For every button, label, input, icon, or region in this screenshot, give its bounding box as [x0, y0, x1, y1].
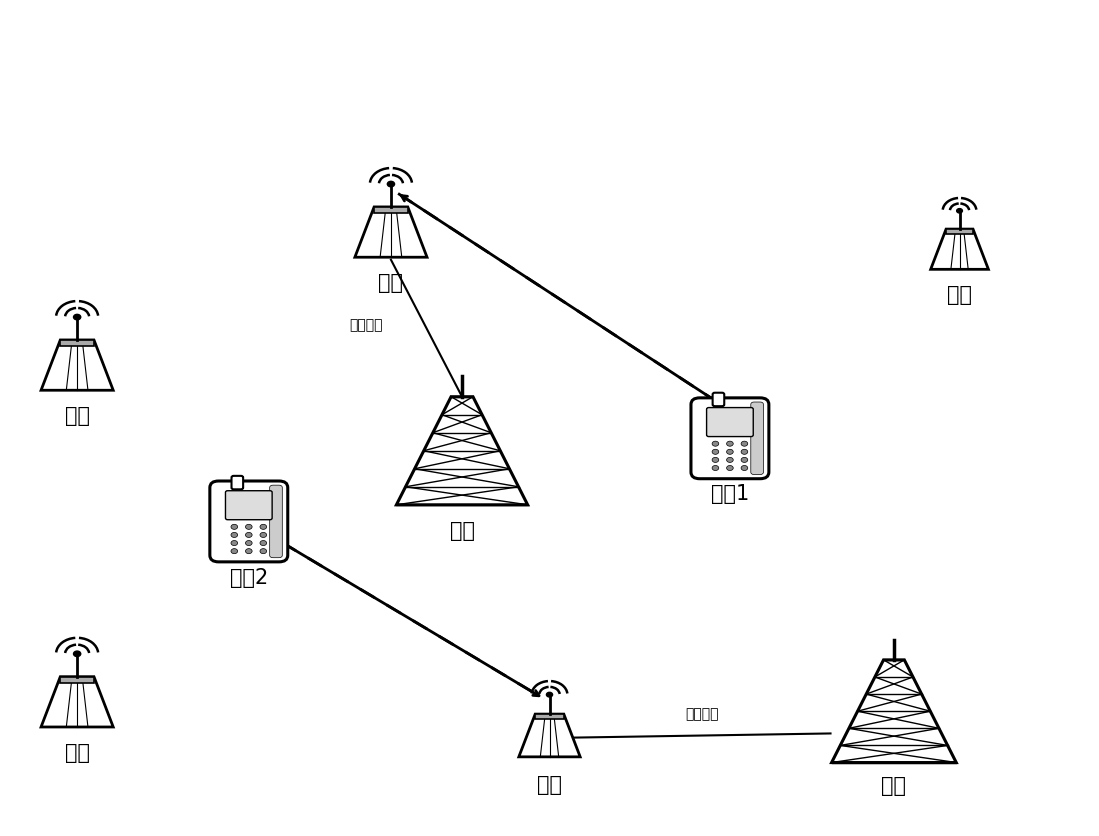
Circle shape	[260, 549, 267, 554]
Circle shape	[956, 209, 963, 214]
Circle shape	[260, 533, 267, 538]
Circle shape	[387, 182, 395, 187]
Circle shape	[741, 466, 747, 471]
Text: 中继: 中继	[65, 742, 90, 762]
Circle shape	[712, 466, 719, 471]
FancyBboxPatch shape	[691, 399, 769, 479]
Text: 可靠连接: 可靠连接	[686, 706, 719, 721]
Circle shape	[74, 315, 80, 320]
Text: 用户1: 用户1	[711, 484, 750, 504]
Polygon shape	[374, 207, 408, 214]
FancyBboxPatch shape	[210, 482, 288, 562]
Circle shape	[726, 450, 733, 455]
Circle shape	[712, 450, 719, 455]
Circle shape	[741, 441, 747, 446]
Circle shape	[231, 525, 237, 530]
Circle shape	[245, 549, 252, 554]
FancyBboxPatch shape	[751, 402, 764, 475]
Polygon shape	[41, 677, 113, 727]
Circle shape	[260, 525, 267, 530]
Circle shape	[741, 458, 747, 463]
Circle shape	[726, 441, 733, 446]
Circle shape	[712, 458, 719, 463]
Circle shape	[245, 533, 252, 538]
Text: 中继: 中继	[65, 405, 90, 426]
Polygon shape	[931, 230, 988, 270]
Polygon shape	[535, 714, 564, 719]
Circle shape	[231, 533, 237, 538]
Text: 中继: 中继	[537, 774, 562, 794]
FancyBboxPatch shape	[225, 491, 273, 520]
FancyBboxPatch shape	[269, 486, 282, 558]
Polygon shape	[832, 660, 956, 762]
Circle shape	[546, 692, 553, 697]
Circle shape	[726, 458, 733, 463]
Circle shape	[74, 651, 80, 657]
Text: 可靠连接: 可靠连接	[349, 318, 382, 332]
Polygon shape	[519, 714, 580, 757]
Polygon shape	[355, 207, 428, 258]
Polygon shape	[60, 340, 95, 347]
Circle shape	[231, 541, 237, 546]
Circle shape	[712, 441, 719, 446]
Text: 基站: 基站	[449, 520, 475, 540]
Polygon shape	[60, 677, 95, 683]
Polygon shape	[397, 397, 528, 505]
Circle shape	[726, 466, 733, 471]
Text: 中继: 中继	[378, 273, 403, 293]
Text: 基站: 基站	[881, 775, 907, 795]
FancyBboxPatch shape	[712, 393, 724, 406]
Polygon shape	[41, 340, 113, 390]
FancyBboxPatch shape	[707, 408, 753, 437]
Circle shape	[245, 541, 252, 546]
Circle shape	[741, 450, 747, 455]
Text: 用户2: 用户2	[230, 567, 268, 587]
Circle shape	[260, 541, 267, 546]
Polygon shape	[946, 230, 973, 235]
FancyBboxPatch shape	[232, 477, 243, 490]
Circle shape	[245, 525, 252, 530]
Text: 中继: 中继	[947, 284, 972, 304]
Circle shape	[231, 549, 237, 554]
